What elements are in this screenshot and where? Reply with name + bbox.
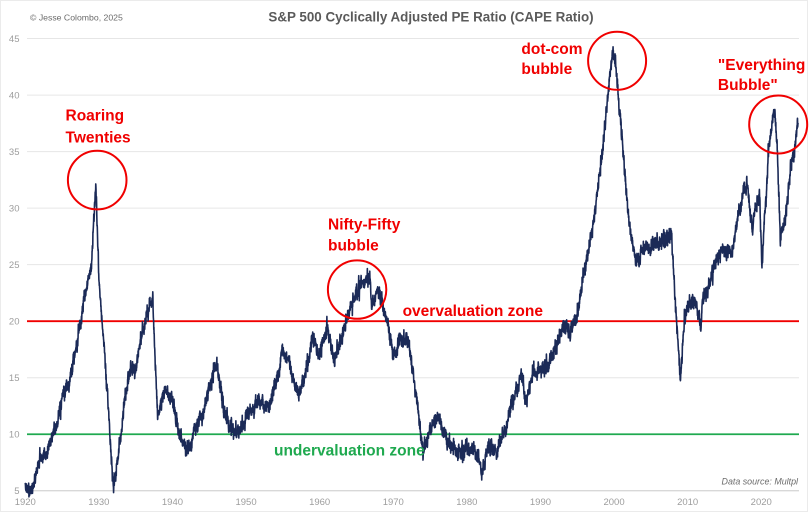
svg-text:1950: 1950	[235, 497, 256, 508]
svg-text:Data source: Multpl: Data source: Multpl	[722, 477, 799, 487]
svg-text:Twenties: Twenties	[66, 129, 131, 146]
svg-text:bubble: bubble	[328, 237, 379, 254]
svg-text:5: 5	[14, 486, 19, 497]
svg-text:dot-com: dot-com	[521, 41, 582, 58]
svg-text:1980: 1980	[456, 497, 477, 508]
svg-text:40: 40	[9, 90, 20, 101]
svg-text:Roaring: Roaring	[66, 108, 125, 125]
svg-text:45: 45	[9, 34, 20, 45]
svg-text:15: 15	[9, 373, 20, 384]
svg-text:2020: 2020	[751, 497, 772, 508]
svg-text:25: 25	[9, 260, 20, 271]
svg-text:1940: 1940	[162, 497, 183, 508]
svg-text:1960: 1960	[309, 497, 330, 508]
svg-text:1970: 1970	[383, 497, 404, 508]
svg-text:"Everything: "Everything	[718, 57, 805, 74]
svg-text:Bubble": Bubble"	[718, 77, 778, 94]
svg-text:2000: 2000	[603, 497, 624, 508]
svg-text:Nifty-Fifty: Nifty-Fifty	[328, 216, 401, 233]
svg-text:© Jesse Colombo, 2025: © Jesse Colombo, 2025	[30, 13, 123, 23]
svg-text:bubble: bubble	[521, 61, 572, 78]
svg-text:overvaluation zone: overvaluation zone	[403, 303, 544, 320]
svg-text:1920: 1920	[15, 497, 36, 508]
svg-text:1990: 1990	[530, 497, 551, 508]
svg-text:30: 30	[9, 203, 20, 214]
svg-text:2010: 2010	[677, 497, 698, 508]
svg-text:20: 20	[9, 316, 20, 327]
svg-text:undervaluation zone: undervaluation zone	[274, 443, 425, 460]
svg-text:1930: 1930	[88, 497, 109, 508]
svg-text:35: 35	[9, 147, 20, 158]
svg-text:S&P 500 Cyclically Adjusted PE: S&P 500 Cyclically Adjusted PE Ratio (CA…	[268, 10, 593, 25]
svg-text:10: 10	[9, 429, 20, 440]
